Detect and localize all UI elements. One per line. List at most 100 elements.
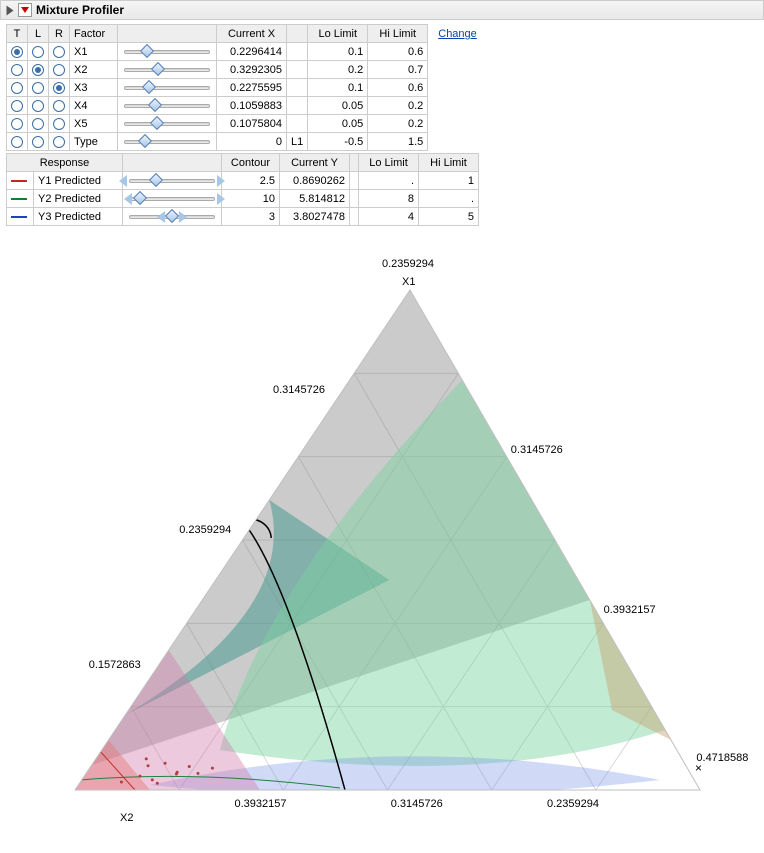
response-name: Y3 Predicted	[34, 208, 123, 226]
current-x[interactable]: 0.2296414	[217, 43, 287, 61]
response-color-icon	[7, 208, 34, 226]
ternary-plot: × 0.2359294 X1 0.3145726 0.2359294 0.1572863…	[0, 230, 764, 850]
factor-slider[interactable]	[118, 43, 217, 61]
factor-row: X1 0.2296414 0.10.6	[7, 43, 428, 61]
resp-lo[interactable]: 4	[359, 208, 419, 226]
radio-r[interactable]	[49, 115, 70, 133]
hi-limit[interactable]: 1.5	[368, 133, 428, 151]
panel-header[interactable]: Mixture Profiler	[0, 0, 764, 20]
current-x[interactable]: 0.1059883	[217, 97, 287, 115]
factor-name: X3	[70, 79, 118, 97]
col-hi: Hi Limit	[368, 25, 428, 43]
ternary-svg: ×	[0, 230, 764, 850]
factor-slider[interactable]	[118, 61, 217, 79]
radio-r[interactable]	[49, 43, 70, 61]
controls-area: T L R Factor Current X Lo Limit Hi Limit…	[0, 20, 764, 230]
radio-t[interactable]	[7, 115, 28, 133]
factor-slider[interactable]	[118, 79, 217, 97]
contour-val[interactable]: 2.5	[222, 172, 280, 190]
col-hi2: Hi Limit	[419, 154, 479, 172]
resp-hi[interactable]: .	[419, 190, 479, 208]
current-x[interactable]: 0	[217, 133, 287, 151]
response-name: Y2 Predicted	[34, 190, 123, 208]
resp-lo[interactable]: .	[359, 172, 419, 190]
axis-label: 0.3145726	[511, 444, 563, 456]
radio-l[interactable]	[28, 97, 49, 115]
col-contour: Contour	[222, 154, 280, 172]
axis-label: 0.3932157	[604, 604, 656, 616]
resp-hi[interactable]: 5	[419, 208, 479, 226]
response-slider[interactable]	[123, 208, 222, 226]
disclosure-icon[interactable]	[7, 5, 14, 15]
response-row: Y3 Predicted 33.8027478 45	[7, 208, 479, 226]
factor-slider[interactable]	[118, 133, 217, 151]
radio-l[interactable]	[28, 43, 49, 61]
red-triangle-menu-icon[interactable]	[18, 3, 32, 17]
factor-slider[interactable]	[118, 97, 217, 115]
hi-limit[interactable]: 0.2	[368, 115, 428, 133]
extra-label	[287, 79, 308, 97]
resp-hi[interactable]: 1	[419, 172, 479, 190]
col-factor: Factor	[70, 25, 118, 43]
extra-label	[287, 115, 308, 133]
radio-t[interactable]	[7, 133, 28, 151]
current-x[interactable]: 0.3292305	[217, 61, 287, 79]
lo-limit[interactable]: 0.05	[308, 97, 368, 115]
hi-limit[interactable]: 0.7	[368, 61, 428, 79]
current-y[interactable]: 3.8027478	[280, 208, 350, 226]
contour-val[interactable]: 3	[222, 208, 280, 226]
col-lo2: Lo Limit	[359, 154, 419, 172]
current-x[interactable]: 0.2275595	[217, 79, 287, 97]
resp-lo[interactable]: 8	[359, 190, 419, 208]
radio-l[interactable]	[28, 79, 49, 97]
response-slider[interactable]	[123, 190, 222, 208]
factor-row: X3 0.2275595 0.10.6	[7, 79, 428, 97]
factor-row: X2 0.3292305 0.20.7	[7, 61, 428, 79]
radio-t[interactable]	[7, 97, 28, 115]
response-slider[interactable]	[123, 172, 222, 190]
axis-label: 0.3932157	[235, 798, 287, 810]
radio-t[interactable]	[7, 79, 28, 97]
lo-limit[interactable]: 0.2	[308, 61, 368, 79]
current-x[interactable]: 0.1075804	[217, 115, 287, 133]
axis-label: 0.4718588	[696, 752, 748, 764]
axis-label: X1	[402, 276, 415, 288]
response-table: Response Contour Current Y Lo Limit Hi L…	[6, 153, 479, 226]
contour-val[interactable]: 10	[222, 190, 280, 208]
radio-r[interactable]	[49, 61, 70, 79]
radio-l[interactable]	[28, 61, 49, 79]
factor-table: T L R Factor Current X Lo Limit Hi Limit…	[6, 24, 428, 151]
col-t: T	[7, 25, 28, 43]
factor-name: X4	[70, 97, 118, 115]
factor-name: X2	[70, 61, 118, 79]
lo-limit[interactable]: 0.05	[308, 115, 368, 133]
radio-r[interactable]	[49, 97, 70, 115]
col-currenty: Current Y	[280, 154, 350, 172]
col-r: R	[49, 25, 70, 43]
current-y[interactable]: 5.814812	[280, 190, 350, 208]
factor-name: X1	[70, 43, 118, 61]
change-link[interactable]: Change	[438, 28, 477, 40]
lo-limit[interactable]: -0.5	[308, 133, 368, 151]
lo-limit[interactable]: 0.1	[308, 79, 368, 97]
radio-r[interactable]	[49, 79, 70, 97]
radio-l[interactable]	[28, 115, 49, 133]
factor-name: X5	[70, 115, 118, 133]
hi-limit[interactable]: 0.6	[368, 79, 428, 97]
axis-label: 0.3145726	[391, 798, 443, 810]
radio-t[interactable]	[7, 43, 28, 61]
axis-label: 0.2359294	[547, 798, 599, 810]
factor-slider[interactable]	[118, 115, 217, 133]
current-y[interactable]: 0.8690262	[280, 172, 350, 190]
response-name: Y1 Predicted	[34, 172, 123, 190]
hi-limit[interactable]: 0.6	[368, 43, 428, 61]
col-l: L	[28, 25, 49, 43]
radio-l[interactable]	[28, 133, 49, 151]
axis-label: 0.1572863	[89, 659, 141, 671]
radio-t[interactable]	[7, 61, 28, 79]
hi-limit[interactable]: 0.2	[368, 97, 428, 115]
radio-r[interactable]	[49, 133, 70, 151]
lo-limit[interactable]: 0.1	[308, 43, 368, 61]
factor-row: Type0L1-0.51.5	[7, 133, 428, 151]
axis-label: 0.2359294	[179, 524, 231, 536]
